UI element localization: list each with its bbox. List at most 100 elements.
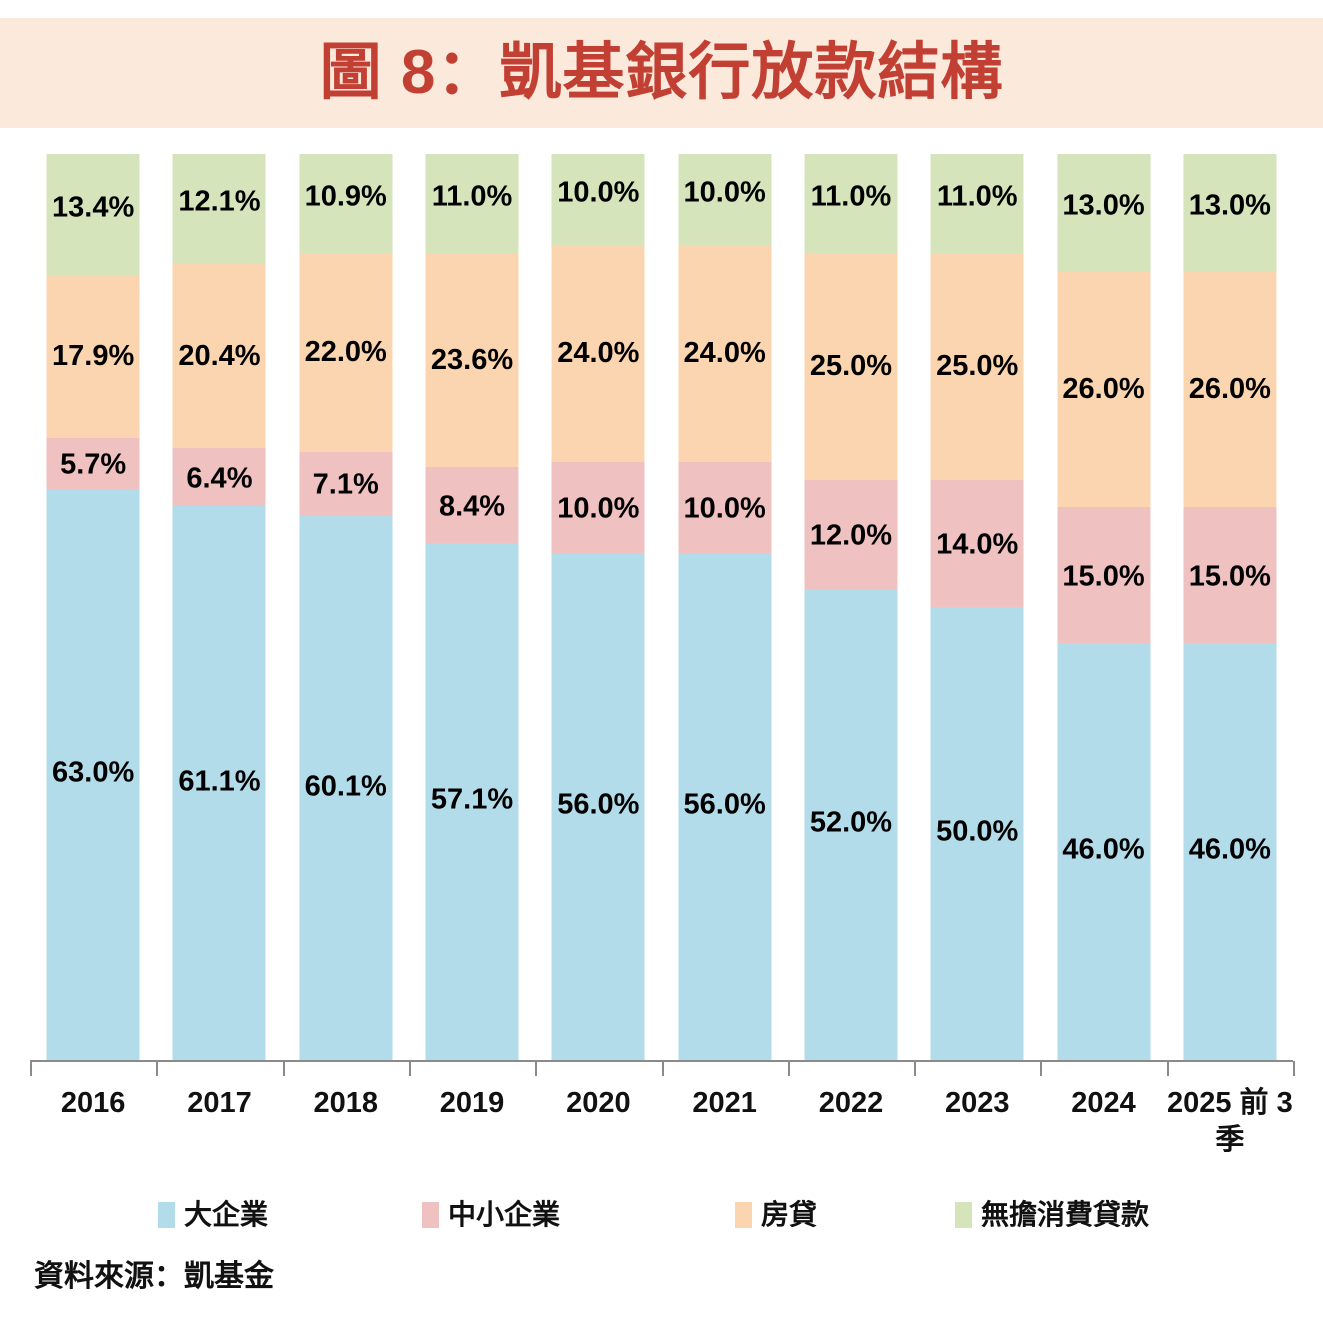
legend-label: 中小企業	[448, 1199, 561, 1230]
bar-group: 11.0% 25.0% 14.0% 50.0%	[914, 154, 1040, 1060]
bar-segment-value-label: 17.9%	[52, 339, 135, 372]
bar-segment[interactable]: 6.4%	[172, 448, 266, 507]
bar-segment[interactable]: 11.0%	[804, 154, 898, 254]
bar-segment[interactable]: 12.0%	[804, 480, 898, 589]
x-axis-tick-label: 2022	[818, 1087, 884, 1119]
bar-segment-value-label: 26.0%	[1062, 373, 1145, 406]
x-axis-tick-label: 2017	[187, 1087, 252, 1119]
bar-segment[interactable]: 10.9%	[299, 154, 393, 253]
stacked-bar[interactable]: 11.0% 23.6% 8.4% 57.1%	[425, 154, 519, 1060]
bar-segment[interactable]: 26.0%	[1183, 271, 1277, 508]
legend-label: 房貸	[761, 1199, 818, 1230]
bar-segment[interactable]: 22.0%	[299, 252, 393, 452]
bar-segment[interactable]: 60.1%	[299, 516, 393, 1060]
bar-segment-value-label: 22.0%	[304, 335, 387, 368]
bar-segment[interactable]: 14.0%	[930, 480, 1024, 607]
bar-segment-value-label: 50.0%	[936, 815, 1019, 848]
stacked-bar[interactable]: 12.1% 20.4% 6.4% 61.1%	[172, 154, 266, 1060]
legend-item[interactable]: 房貸	[735, 1197, 817, 1233]
bar-segment[interactable]: 56.0%	[551, 552, 645, 1060]
bar-segment[interactable]: 56.0%	[678, 552, 772, 1060]
bar-segment[interactable]: 17.9%	[46, 275, 140, 438]
bar-segment[interactable]: 15.0%	[1183, 507, 1277, 644]
stacked-bar[interactable]: 11.0% 25.0% 14.0% 50.0%	[930, 154, 1024, 1060]
bar-segment[interactable]: 57.1%	[425, 543, 519, 1060]
legend-swatch-icon	[735, 1202, 752, 1228]
stacked-bar[interactable]: 13.0% 26.0% 15.0% 46.0%	[1183, 154, 1277, 1060]
chart-plot-area: 13.4% 17.9% 5.7% 63.0% 12.1% 20.4% 6.4% 61.1% 10…	[0, 154, 1323, 1060]
x-axis-tick	[1167, 1061, 1169, 1076]
bar-segment-value-label: 24.0%	[683, 336, 766, 369]
bar-segment[interactable]: 61.1%	[172, 506, 266, 1060]
x-axis-tick	[156, 1061, 158, 1076]
bar-segment[interactable]: 5.7%	[46, 437, 140, 490]
bar-segment[interactable]: 26.0%	[1057, 271, 1151, 508]
bar-segment[interactable]: 11.0%	[930, 154, 1024, 254]
chart-legend: 大企業 中小企業 房貸 無擔消費貸款	[0, 1197, 1323, 1241]
bar-segment-value-label: 25.0%	[809, 350, 893, 383]
bar-segment[interactable]: 13.0%	[1183, 154, 1277, 272]
bar-group: 11.0% 23.6% 8.4% 57.1%	[409, 154, 535, 1060]
x-axis-tick	[1293, 1061, 1295, 1076]
bar-segment-value-label: 11.0%	[936, 180, 1018, 213]
bar-segment-value-label: 15.0%	[1062, 560, 1145, 593]
bar-group: 13.0% 26.0% 15.0% 46.0%	[1040, 154, 1166, 1060]
x-axis-tick-label: 2021	[692, 1087, 757, 1119]
bar-segment-value-label: 10.0%	[683, 176, 766, 209]
bar-segment[interactable]: 10.0%	[551, 154, 645, 245]
x-axis-tick	[1040, 1061, 1042, 1076]
bar-segment[interactable]: 12.1%	[172, 154, 266, 264]
bar-segment[interactable]: 63.0%	[46, 489, 140, 1060]
bar-segment[interactable]: 7.1%	[299, 451, 393, 517]
bar-segment[interactable]: 10.0%	[678, 154, 772, 245]
bar-segment-value-label: 14.0%	[936, 528, 1019, 561]
stacked-bar[interactable]: 11.0% 25.0% 12.0% 52.0%	[804, 154, 898, 1060]
legend-item[interactable]: 中小企業	[422, 1197, 560, 1233]
bar-segment-value-label: 57.1%	[430, 783, 514, 816]
stacked-bar[interactable]: 13.0% 26.0% 15.0% 46.0%	[1057, 154, 1151, 1060]
bar-segment[interactable]: 46.0%	[1183, 643, 1277, 1060]
bar-segment[interactable]: 24.0%	[678, 244, 772, 463]
stacked-bar[interactable]: 10.0% 24.0% 10.0% 56.0%	[678, 154, 772, 1060]
legend-swatch-icon	[158, 1202, 175, 1228]
x-axis-tick-label: 2016	[60, 1087, 126, 1119]
bar-segment[interactable]: 52.0%	[804, 588, 898, 1060]
title-banner: 圖 8：凱基銀行放款結構	[0, 18, 1323, 128]
legend-item[interactable]: 大企業	[158, 1197, 268, 1233]
x-axis-tick-label: 2024	[1071, 1087, 1136, 1119]
x-axis-tick-label: 2025 前 3 季	[1166, 1087, 1293, 1157]
bar-segment[interactable]: 10.0%	[678, 462, 772, 553]
bar-segment[interactable]: 24.0%	[551, 244, 645, 463]
bar-segment[interactable]: 23.6%	[425, 253, 519, 468]
bar-segment[interactable]: 50.0%	[930, 606, 1024, 1060]
x-axis-tick	[662, 1061, 664, 1076]
bar-segment[interactable]: 25.0%	[930, 253, 1024, 481]
stacked-bar[interactable]: 13.4% 17.9% 5.7% 63.0%	[46, 154, 140, 1060]
x-axis-tick-label: 2019	[439, 1087, 505, 1119]
legend-item[interactable]: 無擔消費貸款	[955, 1197, 1149, 1233]
bar-segment[interactable]: 13.0%	[1057, 154, 1151, 272]
bar-segment-value-label: 6.4%	[186, 462, 253, 495]
bar-segment-value-label: 61.1%	[178, 765, 261, 798]
bar-segment[interactable]: 8.4%	[425, 467, 519, 544]
bar-segment[interactable]: 11.0%	[425, 154, 519, 254]
stacked-bar[interactable]: 10.9% 22.0% 7.1% 60.1%	[299, 154, 393, 1060]
bar-group: 10.0% 24.0% 10.0% 56.0%	[662, 154, 788, 1060]
stacked-bar[interactable]: 10.0% 24.0% 10.0% 56.0%	[551, 154, 645, 1060]
bar-segment[interactable]: 15.0%	[1057, 507, 1151, 644]
x-axis-tick	[30, 1061, 32, 1076]
bar-segment-value-label: 46.0%	[1188, 833, 1271, 866]
bar-segment[interactable]: 20.4%	[172, 263, 266, 449]
bar-segment[interactable]: 13.4%	[46, 154, 140, 276]
bar-segment-value-label: 13.4%	[52, 191, 135, 224]
x-axis-tick	[535, 1061, 537, 1076]
bar-segment[interactable]: 25.0%	[804, 253, 898, 481]
bar-segment-value-label: 5.7%	[60, 448, 127, 481]
bar-segment-value-label: 10.9%	[304, 180, 387, 213]
bar-segment-value-label: 60.1%	[304, 770, 387, 803]
bar-segment-value-label: 12.0%	[809, 519, 893, 552]
bar-segment-value-label: 10.0%	[557, 492, 640, 525]
bar-segment-value-label: 7.1%	[312, 469, 379, 502]
bar-segment[interactable]: 46.0%	[1057, 643, 1151, 1060]
bar-segment[interactable]: 10.0%	[551, 462, 645, 553]
